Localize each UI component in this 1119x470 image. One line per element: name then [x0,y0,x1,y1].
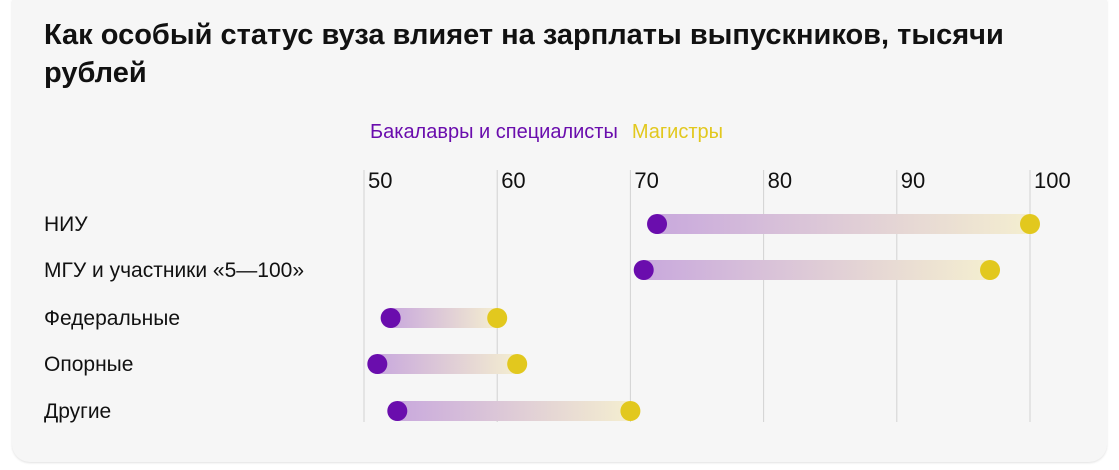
masters-point [980,260,1001,280]
range-bar [397,401,631,421]
category-label: Опорные [44,353,133,376]
masters-point [620,401,641,421]
x-tick-label: 50 [368,168,392,193]
x-tick-label: 100 [1034,168,1071,193]
bachelors-point [367,354,388,374]
bachelors-point [647,214,668,234]
data-points [367,214,1040,421]
x-tick-label: 60 [501,168,525,193]
range-bar [377,354,518,374]
category-labels: НИУ МГУ и участники «5—100» Федеральные Опо… [44,213,304,423]
range-bar [657,214,1030,234]
category-label: МГУ и участники «5—100» [44,259,304,282]
category-label: Федеральные [44,307,180,330]
x-tick-label: 80 [768,168,792,193]
masters-point [487,308,508,328]
legend-item-masters: Магистры [631,121,723,143]
legend: Бакалавры и специалисты Магистры [370,120,737,144]
category-label: Другие [44,400,111,423]
category-label: НИУ [44,213,88,236]
masters-point [1020,214,1040,234]
x-axis-ticks: 50 60 70 80 90 100 [368,168,1071,193]
chart-title: Как особый статус вуза влияет на зарплат… [44,19,1004,89]
legend-item-bachelors: Бакалавры и специалисты [370,121,618,143]
bachelors-point [633,260,654,280]
masters-point [507,354,528,374]
x-tick-label: 70 [634,168,658,193]
bachelors-point [380,308,401,328]
bachelors-point [387,401,408,421]
grid [363,170,1031,422]
range-bar [390,308,498,328]
range-bar [643,260,991,280]
x-tick-label: 90 [901,168,925,193]
range-bars [377,214,1030,421]
